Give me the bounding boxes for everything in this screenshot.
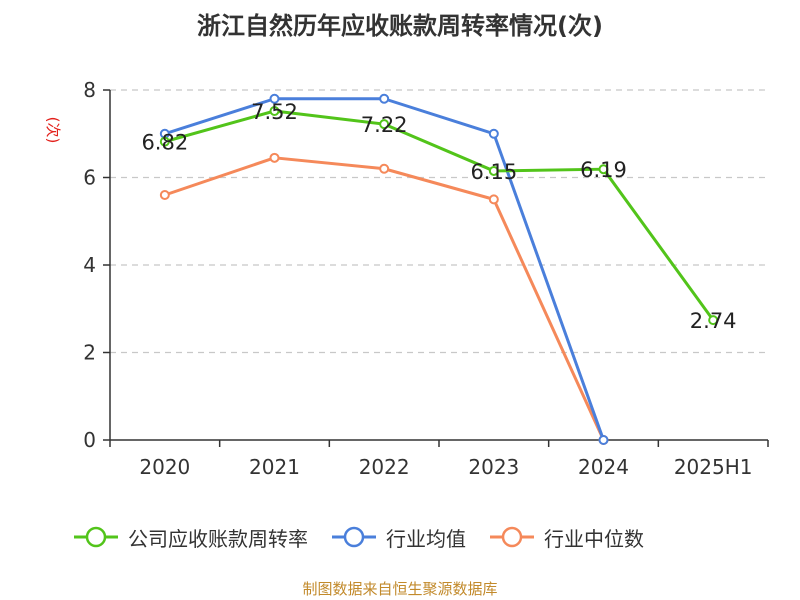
data-point (488, 128, 499, 139)
x-tick-label: 2025H1 (674, 455, 753, 479)
legend-swatch-icon (490, 526, 534, 548)
data-point (708, 315, 719, 326)
x-tick-label: 2023 (468, 455, 519, 479)
data-label: 6.19 (580, 158, 627, 182)
data-point (598, 435, 609, 445)
x-tick-label: 2024 (578, 455, 629, 479)
legend-item[interactable]: 行业均值 (330, 523, 466, 552)
data-point (269, 152, 280, 163)
axis-layer: 0 2 4 6 8 2020 2021 2022 2023 2024 2025H1 (次) (44, 78, 769, 479)
data-label: 6.15 (470, 160, 517, 184)
legend: 公司应收账款周转率 行业均值 行业中位数 (72, 522, 666, 552)
data-point (488, 194, 499, 205)
data-point (269, 93, 280, 104)
data-point (159, 136, 170, 147)
data-point (379, 119, 390, 130)
y-tick-label: 0 (83, 428, 96, 452)
legend-label: 行业均值 (386, 526, 466, 551)
chart-title: 浙江自然历年应收账款周转率情况(次) (197, 12, 603, 40)
series-line (164, 97, 605, 441)
data-point (159, 190, 170, 200)
y-tick-label: 2 (83, 341, 96, 365)
data-point (488, 165, 499, 176)
source-note: 制图数据来自恒生聚源数据库 (302, 580, 498, 598)
data-label: 7.52 (251, 100, 298, 124)
data-label: 2.74 (690, 309, 737, 333)
legend-label: 公司应收账款周转率 (128, 526, 308, 551)
legend-item[interactable]: 公司应收账款周转率 (72, 523, 308, 552)
legend-item[interactable]: 行业中位数 (488, 523, 644, 552)
data-label: 7.22 (361, 113, 408, 137)
data-label: 6.82 (141, 131, 188, 155)
data-point (379, 93, 390, 104)
legend-swatch-icon (74, 526, 118, 548)
data-point (269, 106, 280, 116)
chart-svg: 0 2 4 6 8 2020 2021 2022 2023 2024 2025H1 (次) 6.82 7… (44, 78, 769, 479)
y-tick-label: 4 (83, 253, 96, 277)
series-layer (159, 93, 719, 445)
y-tick-label: 8 (83, 78, 96, 102)
y-axis-label: (次) (44, 117, 62, 144)
data-point (598, 164, 609, 175)
series-line (164, 109, 715, 322)
x-tick-label: 2020 (139, 455, 190, 479)
legend-label: 行业中位数 (544, 526, 644, 551)
x-tick-label: 2022 (359, 455, 410, 479)
legend-swatch-icon (332, 526, 376, 548)
y-tick-label: 6 (83, 166, 96, 190)
x-tick-label: 2021 (249, 455, 300, 479)
series-line (164, 156, 605, 441)
label-layer: 6.82 7.52 7.22 6.15 6.19 2.74 (141, 100, 736, 333)
data-point (379, 163, 390, 174)
